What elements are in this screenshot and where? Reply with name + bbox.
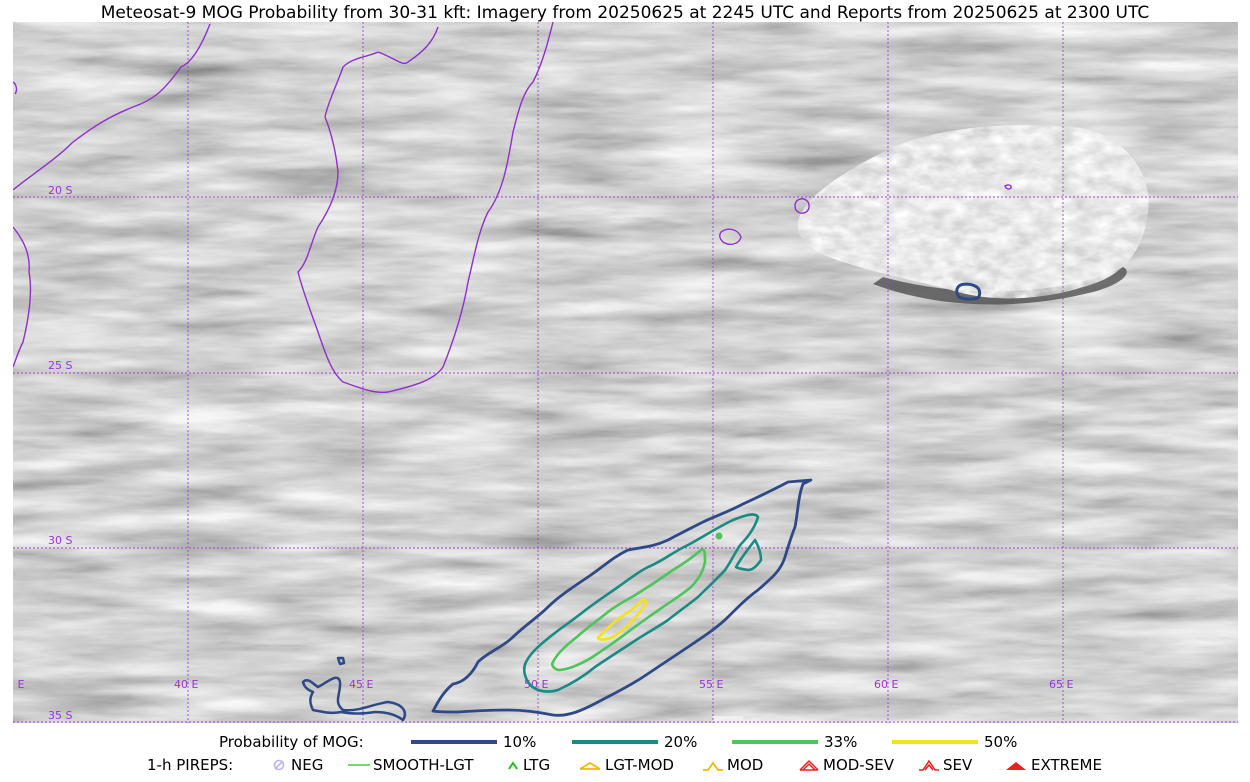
contour-20pct bbox=[522, 513, 760, 693]
legend-item-ltg: LTG bbox=[506, 756, 550, 774]
probability-legend: Probability of MOG: 10% 20% 33% 50% bbox=[0, 733, 1250, 753]
legend-item-33pct: 33% bbox=[732, 733, 857, 751]
lon-label-50e: 50 E bbox=[524, 678, 548, 691]
lon-label-60e: 60 E bbox=[874, 678, 898, 691]
pireps-legend: 1-h PIREPS: NEG SMOOTH-LGT LTG LGT-MOD M… bbox=[0, 756, 1250, 776]
lgt-mod-icon bbox=[578, 758, 602, 772]
rodrigues-island bbox=[1004, 184, 1012, 190]
legend-swatch-33pct bbox=[732, 740, 818, 744]
madagascar-coastline bbox=[297, 22, 554, 394]
legend-swatch-50pct bbox=[892, 740, 978, 744]
legend-label-neg: NEG bbox=[291, 756, 324, 774]
contour-33pct bbox=[550, 548, 707, 672]
probability-legend-title: Probability of MOG: bbox=[219, 733, 364, 751]
neg-circle-icon bbox=[270, 758, 288, 772]
legend-label-sev: SEV bbox=[943, 756, 973, 774]
legend-label-lgt-mod: LGT-MOD bbox=[605, 756, 674, 774]
legend-label-10pct: 10% bbox=[503, 733, 537, 751]
legend-label-ltg: LTG bbox=[523, 756, 551, 774]
legend-item-mod: MOD bbox=[702, 756, 763, 774]
bright-patch bbox=[713, 716, 743, 723]
africa-coastline bbox=[13, 23, 211, 191]
contour-33pct-dot bbox=[715, 532, 723, 540]
legend-swatch-20pct bbox=[572, 740, 658, 744]
legend-label-smooth-lgt: SMOOTH-LGT bbox=[373, 756, 474, 774]
lat-label-25s: 25 S bbox=[48, 359, 72, 372]
legend-item-extreme: EXTREME bbox=[1004, 756, 1102, 774]
lat-label-35s: 35 S bbox=[48, 709, 72, 722]
reunion-island bbox=[718, 228, 742, 245]
lat-label-30s: 30 S bbox=[48, 534, 72, 547]
legend-item-mod-sev: MOD-SEV bbox=[798, 756, 894, 774]
smooth-line-icon bbox=[348, 758, 370, 772]
sev-icon bbox=[918, 758, 940, 772]
satellite-map[interactable]: 20 S 25 S 30 S 35 S 35 E 40 E 45 E 50 E … bbox=[13, 22, 1238, 723]
legend-item-10pct: 10% bbox=[411, 733, 536, 751]
legend-item-sev: SEV bbox=[918, 756, 972, 774]
coastlines bbox=[13, 22, 1012, 394]
legend-item-50pct: 50% bbox=[892, 733, 1017, 751]
lon-label-45e: 45 E bbox=[349, 678, 373, 691]
contour-20pct-inner bbox=[734, 538, 763, 572]
lon-label-55e: 55 E bbox=[699, 678, 723, 691]
legend-item-neg: NEG bbox=[270, 756, 323, 774]
legend-label-20pct: 20% bbox=[664, 733, 698, 751]
legend-label-33pct: 33% bbox=[824, 733, 858, 751]
legend-item-smooth-lgt: SMOOTH-LGT bbox=[348, 756, 474, 774]
lon-label-40e: 40 E bbox=[174, 678, 198, 691]
ltg-caret-icon bbox=[506, 758, 520, 772]
lat-label-20s: 20 S bbox=[48, 184, 72, 197]
gridlines bbox=[13, 22, 1238, 723]
legend-label-mod: MOD bbox=[727, 756, 764, 774]
contour-10pct-small bbox=[336, 656, 346, 666]
contour-50pct bbox=[596, 598, 648, 641]
legend-label-50pct: 50% bbox=[984, 733, 1018, 751]
contour-10pct-island bbox=[955, 282, 982, 301]
comoros-island bbox=[13, 81, 18, 95]
legend-item-lgt-mod: LGT-MOD bbox=[578, 756, 674, 774]
map-title: Meteosat-9 MOG Probability from 30-31 kf… bbox=[100, 3, 1150, 23]
legend-label-mod-sev: MOD-SEV bbox=[823, 756, 894, 774]
contour-10pct-west bbox=[301, 676, 407, 722]
mod-icon bbox=[702, 758, 724, 772]
lon-label-35e: 35 E bbox=[13, 678, 24, 691]
lon-label-65e: 65 E bbox=[1049, 678, 1073, 691]
mod-sev-icon bbox=[798, 758, 820, 772]
mozambique-coast bbox=[13, 226, 32, 368]
legend-item-20pct: 20% bbox=[572, 733, 697, 751]
legend-label-extreme: EXTREME bbox=[1031, 756, 1102, 774]
contour-10pct bbox=[431, 478, 813, 717]
legend-swatch-10pct bbox=[411, 740, 497, 744]
extreme-icon bbox=[1004, 758, 1028, 772]
mauritius-island bbox=[794, 198, 810, 214]
pireps-legend-title: 1-h PIREPS: bbox=[147, 756, 234, 774]
